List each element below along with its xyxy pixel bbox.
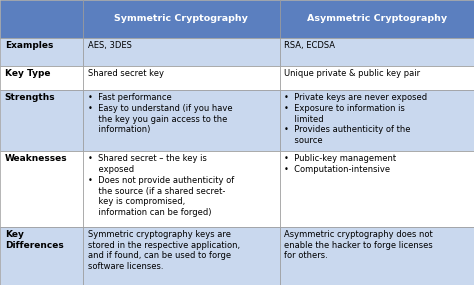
Bar [280,0,474,38]
Text: Strengths: Strengths [5,93,55,102]
Bar [280,66,474,90]
Text: Symmetric Cryptography: Symmetric Cryptography [114,14,248,23]
Bar [83,227,280,285]
Bar [280,38,474,66]
Text: Asymmetric Cryptography: Asymmetric Cryptography [307,14,447,23]
Bar [83,38,280,66]
Text: Weaknesses: Weaknesses [5,154,67,164]
Text: Key Type: Key Type [5,69,50,78]
Bar [83,90,280,151]
Text: Symmetric cryptography keys are
stored in the respective application,
and if fou: Symmetric cryptography keys are stored i… [88,230,240,271]
Bar [0,38,83,66]
Bar [0,0,83,38]
Text: •  Fast performance
•  Easy to understand (if you have
    the key you gain acce: • Fast performance • Easy to understand … [88,93,232,135]
Bar [0,227,83,285]
Bar [280,151,474,227]
Text: Unique private & public key pair: Unique private & public key pair [284,69,420,78]
Text: •  Shared secret – the key is
    exposed
•  Does not provide authenticity of
  : • Shared secret – the key is exposed • D… [88,154,234,217]
Bar [0,151,83,227]
Text: Examples: Examples [5,41,53,50]
Bar [280,90,474,151]
Bar [83,66,280,90]
Text: AES, 3DES: AES, 3DES [88,41,132,50]
Text: Key
Differences: Key Differences [5,230,64,250]
Bar [83,151,280,227]
Text: Asymmetric cryptography does not
enable the hacker to forge licenses
for others.: Asymmetric cryptography does not enable … [284,230,433,260]
Bar [0,90,83,151]
Bar [0,66,83,90]
Bar [83,0,280,38]
Text: •  Private keys are never exposed
•  Exposure to information is
    limited
•  P: • Private keys are never exposed • Expos… [284,93,428,145]
Text: •  Public-key management
•  Computation-intensive: • Public-key management • Computation-in… [284,154,397,174]
Text: Shared secret key: Shared secret key [88,69,164,78]
Bar [280,227,474,285]
Text: RSA, ECDSA: RSA, ECDSA [284,41,336,50]
